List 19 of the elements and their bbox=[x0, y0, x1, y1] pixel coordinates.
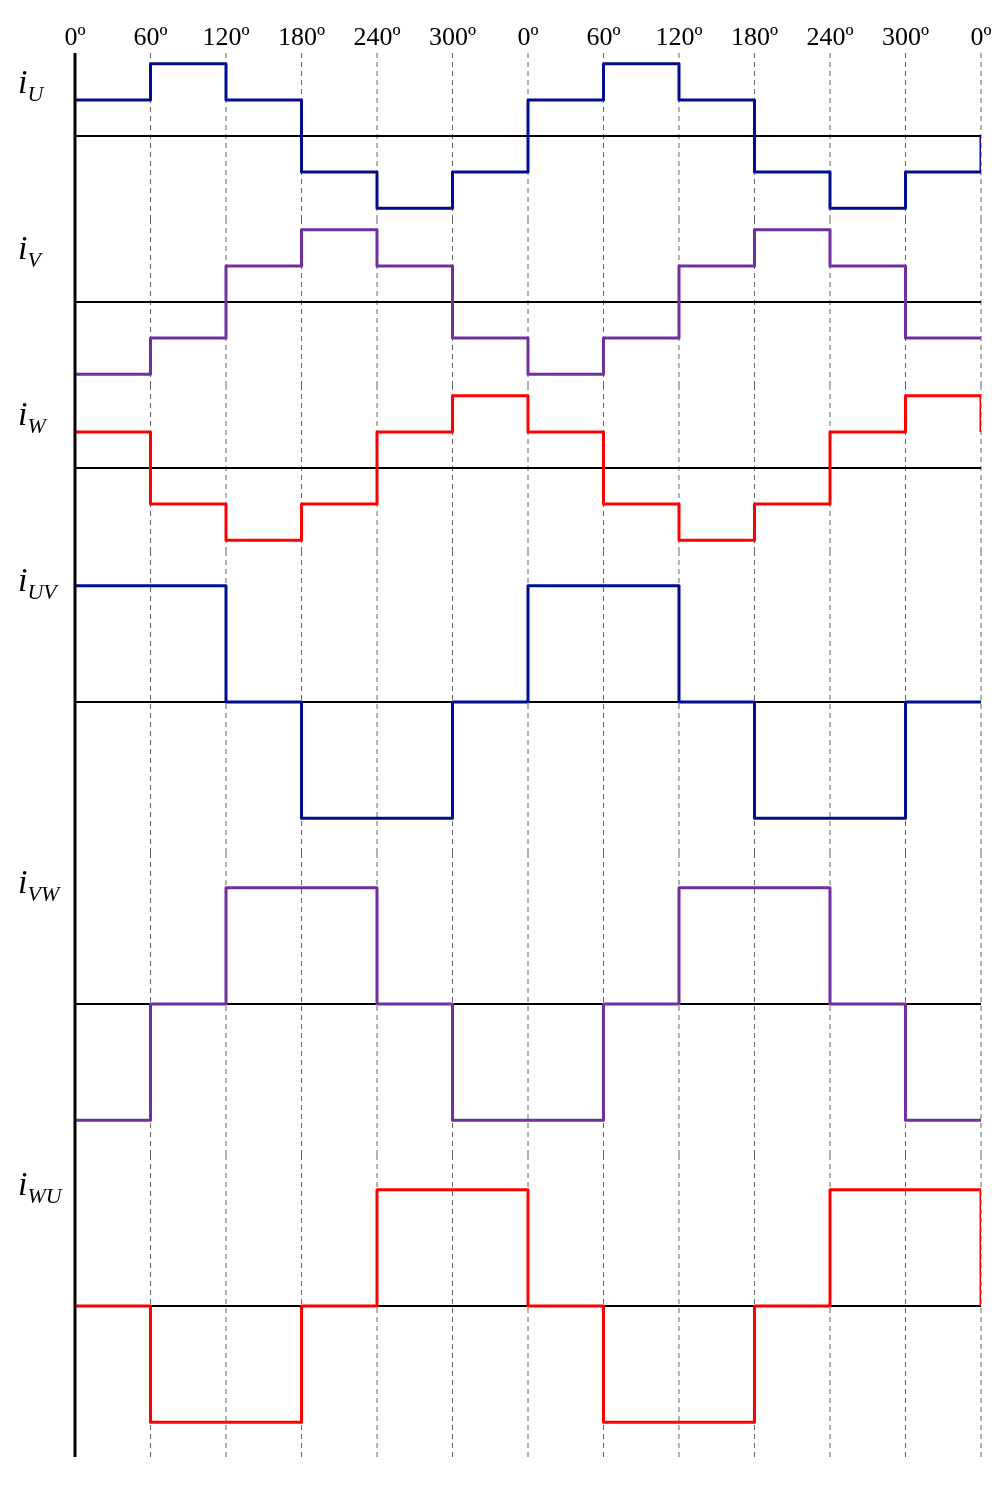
x-tick-label: 120º bbox=[655, 22, 703, 51]
x-tick-label: 240º bbox=[353, 22, 401, 51]
y-axis-title: i$_{V}$ bbox=[18, 229, 41, 272]
x-tick-label: 180º bbox=[277, 22, 326, 51]
y-axis-title: i$_{VW}$ bbox=[18, 863, 60, 906]
x-tick-label: 60º bbox=[586, 22, 621, 51]
x-tick-label: 0º bbox=[64, 22, 86, 51]
x-tick-label: 300º bbox=[881, 22, 930, 51]
y-axis-title: i$_{U}$ bbox=[18, 63, 44, 106]
y-axis-title: i$_{WU}$ bbox=[18, 1165, 62, 1208]
x-tick-label: 240º bbox=[806, 22, 854, 51]
x-tick-label: 60º bbox=[133, 22, 168, 51]
x-tick-label: 180º bbox=[730, 22, 779, 51]
y-axis-title: i$_{W}$ bbox=[18, 395, 46, 438]
x-tick-label: 300º bbox=[428, 22, 477, 51]
x-tick-label: 120º bbox=[202, 22, 250, 51]
y-axis-title: i$_{UV}$ bbox=[18, 561, 57, 604]
x-tick-label: 0º bbox=[970, 22, 992, 51]
x-tick-label: 0º bbox=[517, 22, 539, 51]
